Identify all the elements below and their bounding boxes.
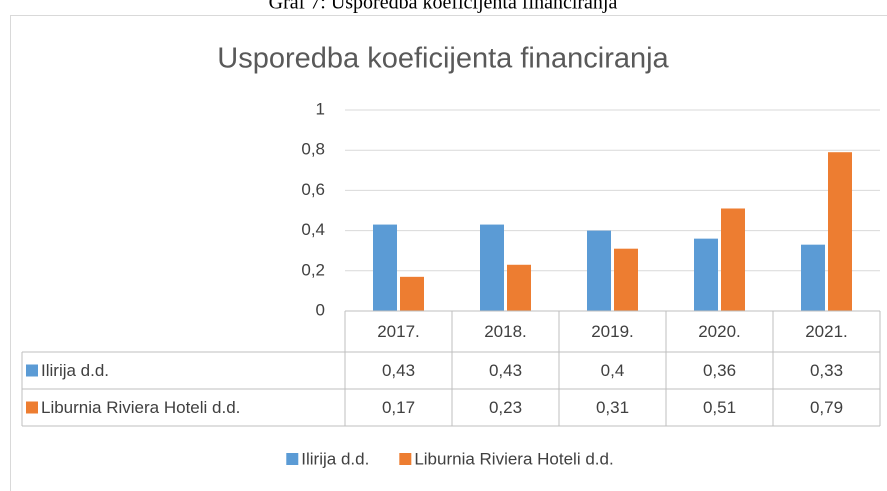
y-tick-label: 0,2 xyxy=(301,260,325,279)
legend-key xyxy=(399,453,412,465)
legend-key xyxy=(286,453,299,465)
bar xyxy=(373,224,397,311)
y-tick-label: 0,8 xyxy=(301,140,325,159)
x-tick-label: 2017. xyxy=(377,322,420,341)
x-tick-label: 2018. xyxy=(484,322,527,341)
table-value: 0,23 xyxy=(489,398,522,417)
table-value: 0,33 xyxy=(810,361,843,380)
y-tick-label: 0,4 xyxy=(301,220,325,239)
bar xyxy=(694,238,718,311)
x-tick-label: 2020. xyxy=(698,322,741,341)
table-value: 0,4 xyxy=(601,361,625,380)
y-tick-label: 1 xyxy=(316,99,325,118)
bar xyxy=(801,244,825,311)
table-value: 0,79 xyxy=(810,398,843,417)
bar xyxy=(587,230,611,311)
table-value: 0,36 xyxy=(703,361,736,380)
bar xyxy=(480,224,504,311)
legend-label: Liburnia Riviera Hoteli d.d. xyxy=(414,449,613,468)
table-legend-key xyxy=(26,401,38,414)
bar xyxy=(400,276,424,311)
table-row-label: Liburnia Riviera Hoteli d.d. xyxy=(41,398,240,417)
y-tick-label: 0,6 xyxy=(301,180,325,199)
caption: Graf 7: Usporedba koeficijenta financira… xyxy=(269,0,618,14)
table-value: 0,43 xyxy=(489,361,522,380)
bar xyxy=(828,152,852,311)
table-value: 0,43 xyxy=(382,361,415,380)
table-row-label: Ilirija d.d. xyxy=(41,361,109,380)
chart-frame xyxy=(10,15,887,491)
table-legend-key xyxy=(26,364,38,377)
y-tick-label: 0 xyxy=(316,300,325,319)
x-tick-label: 2019. xyxy=(591,322,634,341)
bar xyxy=(507,264,531,311)
chart-title: Usporedba koeficijenta financiranja xyxy=(217,43,669,75)
legend-label: Ilirija d.d. xyxy=(301,449,369,468)
table-value: 0,31 xyxy=(596,398,629,417)
x-tick-label: 2021. xyxy=(805,322,848,341)
bar xyxy=(721,208,745,311)
table-value: 0,17 xyxy=(382,398,415,417)
table-value: 0,51 xyxy=(703,398,736,417)
bar xyxy=(614,248,638,311)
